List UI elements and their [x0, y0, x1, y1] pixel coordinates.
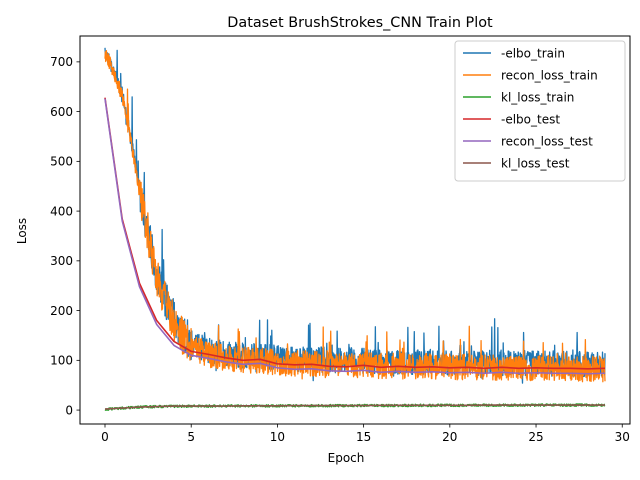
y-axis: 0 100 200 300 400 500 600 700	[50, 55, 80, 417]
x-axis-label: Epoch	[328, 451, 365, 465]
y-tick-label: 300	[50, 254, 73, 268]
y-tick-label: 0	[65, 403, 73, 417]
series-line-kl-loss-test	[104, 404, 605, 410]
y-tick-label: 100	[50, 354, 73, 368]
legend-entry: -elbo_train	[501, 46, 565, 60]
legend-entry: kl_loss_train	[501, 90, 574, 104]
x-axis: 0 5 10 15 20 25 30	[101, 424, 630, 444]
x-tick-label: 20	[442, 430, 457, 444]
y-tick-label: 600	[50, 105, 73, 119]
x-tick-label: 15	[356, 430, 371, 444]
legend-entry: -elbo_test	[501, 112, 560, 126]
y-axis-label: Loss	[15, 218, 29, 244]
x-tick-label: 10	[270, 430, 285, 444]
y-tick-label: 400	[50, 204, 73, 218]
y-tick-label: 700	[50, 55, 73, 69]
y-tick-label: 500	[50, 155, 73, 169]
chart-title: Dataset BrushStrokes_CNN Train Plot	[227, 15, 493, 31]
x-tick-label: 30	[615, 430, 630, 444]
plot-frame	[79, 35, 631, 425]
legend-entry: kl_loss_test	[501, 156, 570, 170]
series-layer	[104, 47, 606, 411]
legend-entry: recon_loss_train	[501, 68, 598, 82]
x-tick-label: 5	[187, 430, 195, 444]
x-tick-label: 0	[101, 430, 109, 444]
legend-entry: recon_loss_test	[501, 134, 593, 148]
y-tick-label: 200	[50, 304, 73, 318]
series-line-recon-loss-test	[104, 98, 606, 375]
x-tick-label: 25	[528, 430, 543, 444]
legend-box	[454, 40, 626, 182]
legend: -elbo_train recon_loss_train kl_loss_train…	[454, 40, 626, 182]
series-line-elbo-test	[104, 97, 606, 370]
